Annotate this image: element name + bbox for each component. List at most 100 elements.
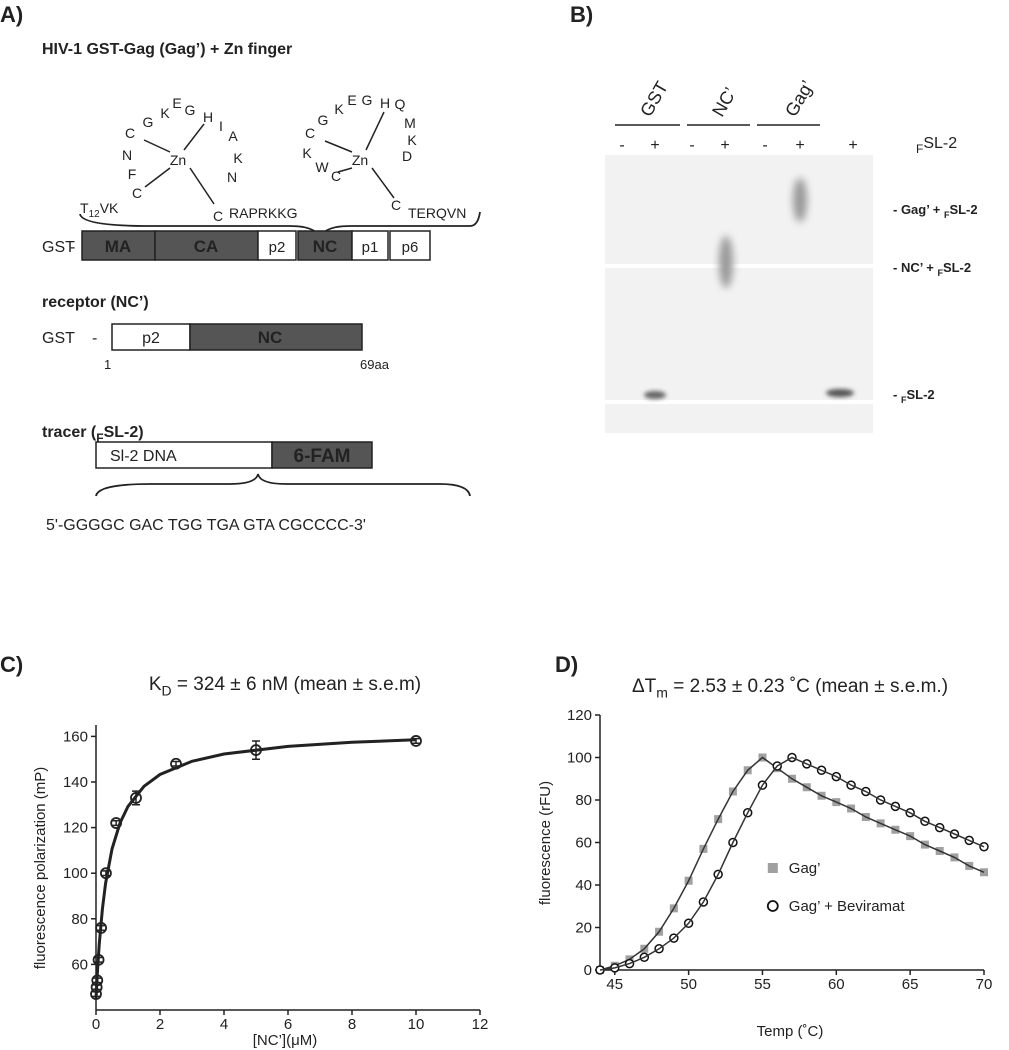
error-bar	[94, 956, 103, 963]
series-line	[599, 756, 985, 971]
x-tick-label: 50	[680, 976, 697, 993]
error-bar	[112, 820, 121, 827]
residue: A	[228, 128, 238, 144]
text-part: = 2.53 ± 0.23 ˚C (mean ± s.e.m.)	[668, 676, 948, 697]
x-tick-label: 60	[828, 976, 845, 993]
residue: Q	[395, 96, 406, 112]
text-part: SL-2	[923, 135, 957, 152]
zn-finger-bonds	[143, 111, 395, 205]
data-point	[130, 792, 142, 804]
lane-sign: +	[650, 137, 659, 154]
domain-label: p2	[142, 330, 160, 347]
text-part: ΔT	[632, 676, 657, 697]
data-point	[170, 757, 182, 770]
text-part: - Gag’ +	[893, 202, 944, 217]
lane-sign: -	[762, 137, 767, 154]
bar-prefix: GST	[42, 330, 75, 347]
x-tick-label: 45	[606, 976, 623, 993]
panel-label: D)	[555, 652, 578, 677]
sequence: 5'-GGGGC GAC TGG TGA GTA CGCCCC-3'	[46, 517, 366, 534]
error-bar	[97, 924, 106, 931]
residue: C	[305, 125, 315, 141]
subscript: F	[901, 395, 907, 405]
residue: C	[213, 208, 223, 224]
residue-tail: RAPRKKG	[229, 205, 297, 221]
residue: I	[219, 118, 223, 134]
error-bar	[252, 740, 260, 760]
x-tick-label: 10	[408, 1016, 425, 1033]
zn-label: Zn	[170, 152, 186, 168]
bar-dash: -	[70, 239, 75, 256]
x-tick-label: 12	[472, 1016, 489, 1033]
residue: C	[391, 197, 401, 213]
y-axis-label: fluorescence (rFU)	[537, 781, 554, 905]
text-part: SL-2	[943, 260, 971, 275]
subscript: F	[937, 268, 943, 278]
lane-label: Gag’	[781, 77, 817, 120]
lane-sign: -	[689, 137, 694, 154]
residue: N	[122, 147, 132, 163]
panel-label: C)	[0, 652, 23, 677]
chart-title: KD = 324 ± 6 nM (mean ± s.e.m)	[149, 674, 421, 699]
text-part: SL-2	[949, 202, 977, 217]
residue: G	[143, 114, 154, 130]
residue: M	[404, 115, 416, 131]
residue: E	[172, 95, 181, 111]
error-bar	[101, 870, 110, 877]
x-axis-label: Temp (˚C)	[757, 1023, 824, 1040]
fit-curve	[94, 738, 417, 999]
y-tick-label: 60	[71, 956, 88, 973]
section-title: tracer (FSL-2)	[42, 424, 144, 445]
domain-label: 6-FAM	[294, 446, 351, 467]
residue-tail: TERQVN	[408, 205, 466, 221]
section-title: receptor (NC’)	[42, 294, 149, 311]
y-tick-label: 20	[575, 920, 592, 937]
zn-label: Zn	[352, 152, 368, 168]
residue: K	[334, 101, 344, 117]
x-tick-label: 70	[976, 976, 993, 993]
subscript: F	[916, 142, 923, 156]
gel	[605, 124, 873, 433]
domain-label: Sl-2 DNA	[110, 448, 177, 465]
legend-label: Gag’ + Beviramat	[789, 898, 906, 915]
series-line	[599, 756, 985, 971]
y-tick-label: 80	[71, 911, 88, 928]
band-label: - FSL-2	[893, 387, 935, 405]
residue: C	[125, 125, 135, 141]
domain-label: NC	[313, 237, 338, 256]
subscript: m	[656, 685, 668, 701]
domain-label: CA	[194, 237, 219, 256]
bar-prefix: GST	[42, 239, 75, 256]
tracer-label: FSL-2	[916, 135, 957, 156]
y-tick-label: 100	[567, 750, 592, 767]
residue: G	[185, 102, 196, 118]
data-point	[100, 867, 112, 880]
residue: K	[233, 150, 243, 166]
text-part: = 324 ± 6 nM (mean ± s.e.m)	[172, 674, 421, 695]
residue-tail: T12VK	[80, 200, 119, 220]
data-point	[91, 974, 104, 987]
lane-sign: -	[619, 137, 624, 154]
y-tick-label: 60	[575, 835, 592, 852]
subscript: F	[944, 210, 950, 220]
data-point	[92, 953, 105, 966]
chart-title: ΔTm = 2.53 ± 0.23 ˚C (mean ± s.e.m.)	[632, 676, 948, 701]
subscript: F	[96, 431, 103, 445]
y-tick-label: 40	[575, 877, 592, 894]
residue: C	[132, 185, 142, 201]
y-tick-label: 80	[575, 792, 592, 809]
residue: K	[302, 145, 312, 161]
y-tick-label: 140	[63, 774, 88, 791]
residue-number: 1	[104, 357, 111, 372]
text-part: K	[149, 674, 162, 695]
residue: N	[227, 169, 237, 185]
residue: K	[407, 132, 417, 148]
bar-dash: -	[92, 330, 97, 347]
text-part: -	[893, 387, 901, 402]
x-tick-label: 2	[156, 1016, 164, 1033]
y-tick-label: 100	[63, 865, 88, 882]
lane-label: GST	[636, 78, 672, 120]
gag-domain-bar	[81, 230, 431, 261]
subscript: 12	[89, 209, 101, 220]
residue-number: 69aa	[360, 357, 390, 372]
